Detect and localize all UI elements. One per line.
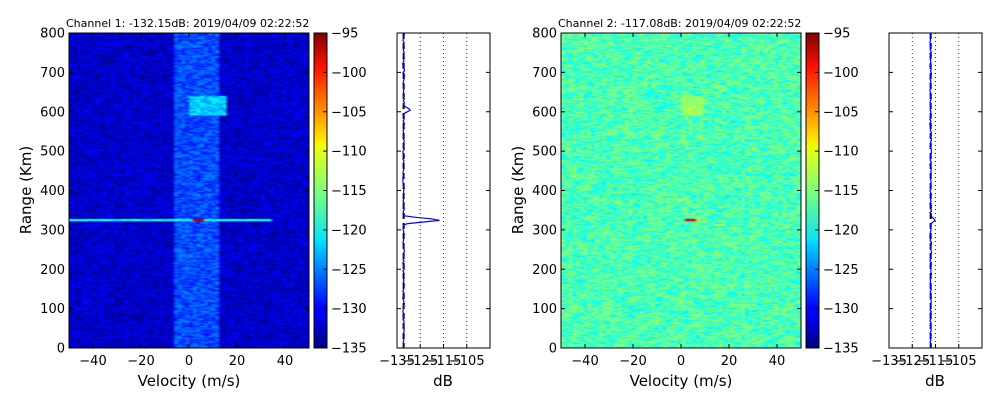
colorbar-tick-label: −120 (331, 223, 367, 238)
colorbar-tick-label: −130 (331, 302, 367, 317)
x-tick-label: −40 (79, 354, 106, 369)
x-tick-label: 40 (277, 354, 294, 369)
profile-x-axis: −135−125−115−105 (871, 32, 982, 369)
profile-x-tick-label: −115 (426, 354, 462, 369)
y-tick-label: 500 (532, 145, 557, 160)
y-tick-label: 300 (40, 223, 65, 238)
y-tick-label: 100 (40, 302, 65, 317)
colorbar-tick-label: −115 (823, 184, 859, 199)
colorbar-ticks: −95 −100 −105 −110 −115 −120 −125 −130 −135 (815, 27, 859, 357)
colorbar-tick-label: −125 (331, 263, 367, 278)
profile-lines (401, 32, 440, 349)
profile-plot: −135−125−115−105 dB (379, 32, 491, 390)
colorbar-ticks: −95 −100 −105 −110 −115 −120 −125 −130 −135 (323, 27, 367, 357)
profile-grid (396, 33, 468, 348)
x-axis: −40 −20 0 20 40 (571, 33, 785, 369)
x-tick-label: −20 (619, 354, 646, 369)
y-tick-label: 300 (532, 223, 557, 238)
profile-plot: −135−125−115−105 dB (871, 32, 983, 390)
profile-x-tick-label: −125 (894, 354, 930, 369)
colorbar-tick-label: −100 (331, 66, 367, 81)
y-tick-label: 700 (532, 66, 557, 81)
colorbar: −95 −100 −105 −110 −115 −120 −125 −130 −135 (313, 27, 367, 357)
y-tick-label: 600 (532, 105, 557, 120)
y-tick-label: 0 (57, 342, 65, 357)
colorbar-tick-label: −135 (823, 342, 859, 357)
colorbar-tick-label: −110 (331, 145, 367, 160)
profile-frame (888, 32, 983, 349)
colorbar-tick-label: −95 (823, 27, 850, 42)
heatmap-image (561, 33, 801, 348)
profile-x-tick-label: −105 (941, 354, 977, 369)
x-axis-label: Velocity (m/s) (138, 372, 241, 390)
profile-x-tick-label: −135 (379, 354, 415, 369)
profile-x-label: dB (925, 372, 945, 390)
heatmap-image (69, 33, 309, 348)
colorbar-tick-label: −135 (331, 342, 367, 357)
x-tick-label: 20 (229, 354, 246, 369)
y-axis-label: Range (Km) (509, 146, 527, 234)
x-tick-label: 0 (185, 354, 193, 369)
colorbar-tick-label: −110 (823, 145, 859, 160)
heatmap-plot (68, 32, 310, 349)
profile-x-label: dB (433, 372, 453, 390)
y-tick-label: 800 (40, 27, 65, 42)
profile-x-axis: −135−125−115−105 (379, 32, 490, 369)
profile-frame (396, 32, 491, 349)
panel-channel-2: Channel 2: -117.08dB: 2019/04/09 02:22:5… (509, 17, 983, 390)
y-tick-label: 700 (40, 66, 65, 81)
y-tick-label: 200 (40, 263, 65, 278)
colorbar-tick-label: −115 (331, 184, 367, 199)
x-tick-label: −40 (571, 354, 598, 369)
colorbar: −95 −100 −105 −110 −115 −120 −125 −130 −135 (805, 27, 859, 357)
profile-line (929, 32, 936, 349)
profile-x-tick-label: −115 (918, 354, 954, 369)
y-tick-label: 600 (40, 105, 65, 120)
profile-line (401, 32, 440, 349)
y-tick-label: 500 (40, 145, 65, 160)
y-tick-label: 100 (532, 302, 557, 317)
y-axis: 0 100 200 300 400 500 600 700 800 (532, 27, 801, 357)
colorbar-tick-label: −120 (823, 223, 859, 238)
x-tick-label: 20 (721, 354, 738, 369)
profile-x-tick-label: −125 (402, 354, 438, 369)
x-axis: −40 −20 0 20 40 (79, 33, 293, 369)
colorbar-tick-label: −105 (331, 105, 367, 120)
y-tick-label: 200 (532, 263, 557, 278)
colorbar-tick-label: −105 (823, 105, 859, 120)
x-tick-label: 40 (769, 354, 786, 369)
panel-channel-1: Channel 1: -132.15dB: 2019/04/09 02:22:5… (17, 17, 491, 390)
x-axis-label: Velocity (m/s) (630, 372, 733, 390)
x-tick-label: −20 (127, 354, 154, 369)
y-axis: 0 100 200 300 400 500 600 700 800 (40, 27, 309, 357)
heatmap-plot (560, 32, 802, 349)
colorbar-tick-label: −125 (823, 263, 859, 278)
x-tick-label: 0 (677, 354, 685, 369)
y-tick-label: 400 (532, 184, 557, 199)
profile-grid (888, 33, 960, 348)
colorbar-tick-label: −95 (331, 27, 358, 42)
profile-lines (929, 32, 936, 349)
chart-title: Channel 1: -132.15dB: 2019/04/09 02:22:5… (66, 17, 309, 30)
colorbar-tick-label: −100 (823, 66, 859, 81)
y-tick-label: 0 (549, 342, 557, 357)
profile-x-tick-label: −105 (449, 354, 485, 369)
y-tick-label: 400 (40, 184, 65, 199)
y-axis-label: Range (Km) (17, 146, 35, 234)
colorbar-tick-label: −130 (823, 302, 859, 317)
profile-x-tick-label: −135 (871, 354, 907, 369)
chart-title: Channel 2: -117.08dB: 2019/04/09 02:22:5… (558, 17, 801, 30)
y-tick-label: 800 (532, 27, 557, 42)
